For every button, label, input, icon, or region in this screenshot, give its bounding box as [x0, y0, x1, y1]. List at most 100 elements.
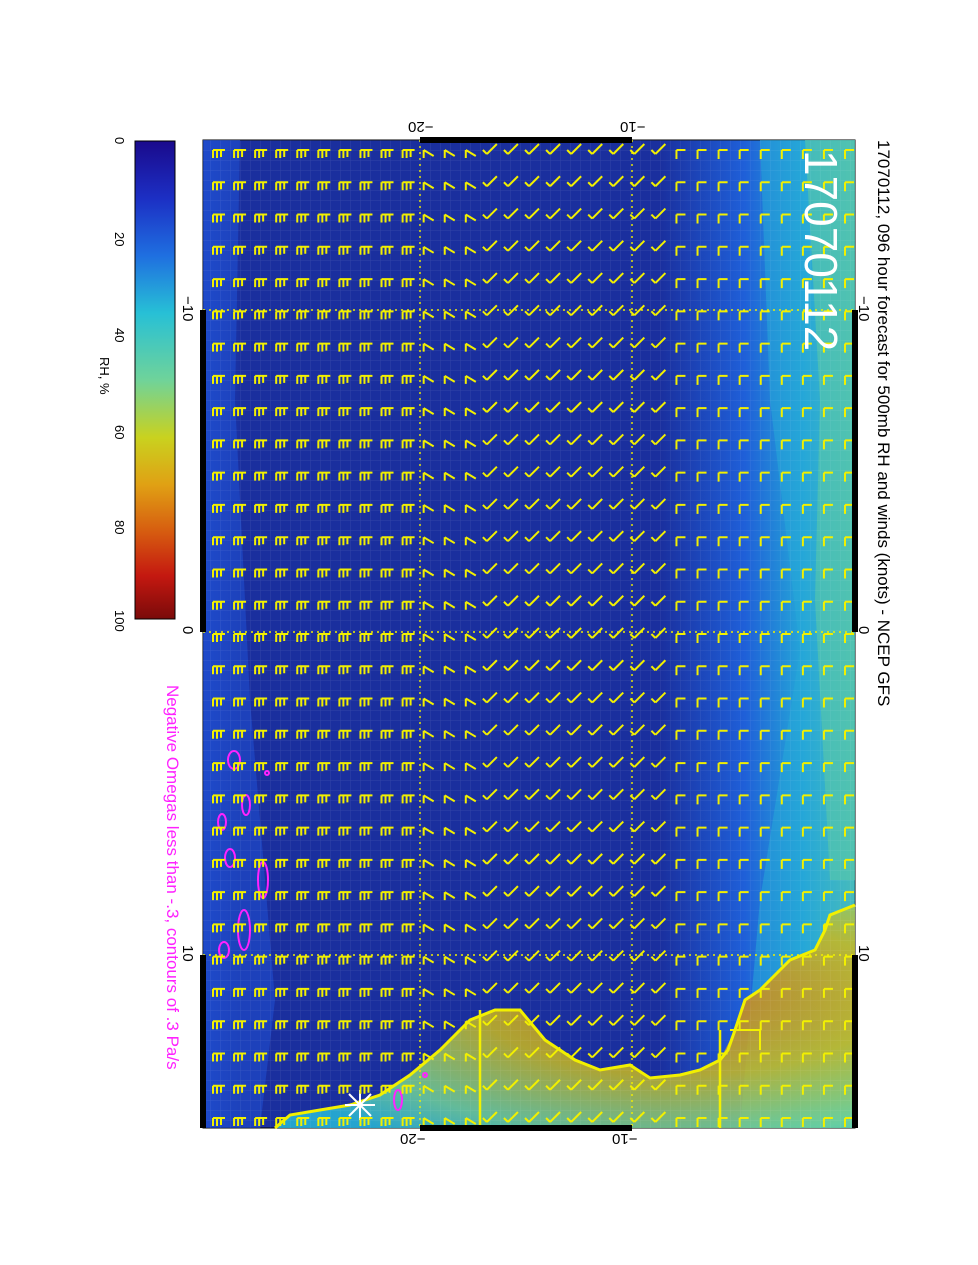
wind-barb	[380, 503, 394, 513]
wind-barb	[401, 503, 415, 513]
wind-barb	[675, 245, 686, 256]
wind-barb	[233, 826, 247, 836]
map-border-ticks	[200, 137, 858, 1131]
wind-barb	[296, 600, 310, 610]
wind-barb	[275, 213, 289, 223]
wind-barb	[587, 756, 603, 768]
wind-barb	[545, 401, 561, 413]
wind-barb	[296, 794, 310, 804]
wind-barb	[464, 342, 477, 352]
wind-barb	[780, 955, 791, 966]
wind-barb	[717, 762, 728, 773]
wind-barb	[464, 213, 477, 223]
wind-barb	[443, 471, 456, 481]
wind-barb	[317, 181, 331, 191]
wind-barb	[254, 536, 268, 546]
wind-barb	[275, 568, 289, 578]
wind-barb	[482, 659, 498, 671]
wind-barb	[212, 729, 225, 739]
wind-barb	[317, 374, 331, 384]
wind-barb	[650, 595, 667, 607]
wind-barb	[317, 858, 331, 868]
wind-barb	[338, 342, 352, 352]
wind-barb	[275, 342, 289, 352]
wind-barb	[717, 1052, 728, 1063]
wind-barb	[317, 891, 331, 901]
wind-barb	[650, 562, 667, 575]
wind-barb	[650, 1014, 667, 1026]
wind-barb	[629, 530, 646, 542]
wind-barb	[545, 982, 561, 994]
wind-barb	[780, 439, 791, 450]
wind-barb	[545, 304, 561, 317]
wind-barb	[233, 149, 247, 158]
wind-barb	[233, 342, 247, 352]
wind-barb	[650, 1111, 667, 1123]
wind-barb	[275, 633, 289, 642]
wind-barb	[759, 213, 770, 224]
wind-barb	[524, 1079, 540, 1091]
wind-barb	[482, 885, 498, 897]
wind-barb	[717, 213, 728, 224]
wind-barb	[675, 826, 686, 837]
wind-barb	[822, 955, 833, 966]
wind-barb	[780, 374, 791, 385]
wind-barb	[401, 697, 415, 707]
wind-barb	[696, 213, 707, 224]
wind-barb	[545, 1046, 561, 1059]
wind-barb	[738, 633, 749, 643]
wind-barb	[275, 181, 289, 191]
wind-barb	[482, 433, 498, 446]
wind-barb	[822, 762, 833, 773]
wind-barb	[503, 175, 519, 187]
wind-barb	[212, 987, 225, 997]
wind-barb	[212, 1084, 225, 1094]
wind-barb	[464, 729, 477, 739]
wind-barb	[629, 691, 646, 704]
wind-barb	[629, 562, 646, 575]
wind-barb	[759, 181, 770, 192]
wind-barb	[359, 568, 373, 578]
wind-barb	[212, 374, 225, 384]
wind-barb	[587, 1014, 603, 1026]
wind-barb	[317, 826, 331, 836]
wind-barb	[780, 536, 791, 547]
wind-barb	[629, 724, 646, 736]
wind-barb	[650, 917, 667, 930]
wind-barb	[524, 207, 540, 220]
wind-barb	[443, 407, 456, 417]
wind-barb	[212, 278, 225, 288]
wind-barb	[359, 310, 373, 320]
wind-barb	[675, 1052, 686, 1063]
wind-barb	[380, 278, 394, 288]
wind-barb	[801, 697, 812, 708]
wind-barb	[443, 955, 456, 965]
wind-barb	[380, 568, 394, 578]
wind-barb	[696, 955, 707, 966]
wind-barb	[650, 240, 667, 252]
wind-barb	[675, 987, 686, 998]
wind-barb	[587, 885, 603, 897]
wind-barb	[629, 595, 646, 607]
wind-barb	[233, 923, 247, 933]
wind-barb	[401, 955, 415, 965]
wind-barb	[317, 633, 331, 642]
wind-barb	[587, 175, 603, 187]
wind-barb	[801, 213, 812, 224]
wind-barb	[780, 1052, 791, 1063]
wind-barb	[233, 633, 247, 642]
wind-barb	[212, 1020, 225, 1030]
wind-barb	[338, 278, 352, 288]
wind-barb	[759, 536, 770, 547]
wind-barb	[717, 633, 728, 643]
wind-barb	[212, 665, 225, 675]
wind-barb	[464, 697, 477, 707]
wind-barb	[780, 826, 791, 837]
wind-barb	[675, 665, 686, 676]
wind-barb	[629, 885, 646, 897]
wind-barb	[212, 826, 225, 836]
wind-barb	[717, 503, 728, 514]
wind-barb	[738, 536, 749, 547]
wind-barb	[233, 245, 247, 255]
wind-barb	[780, 310, 791, 321]
